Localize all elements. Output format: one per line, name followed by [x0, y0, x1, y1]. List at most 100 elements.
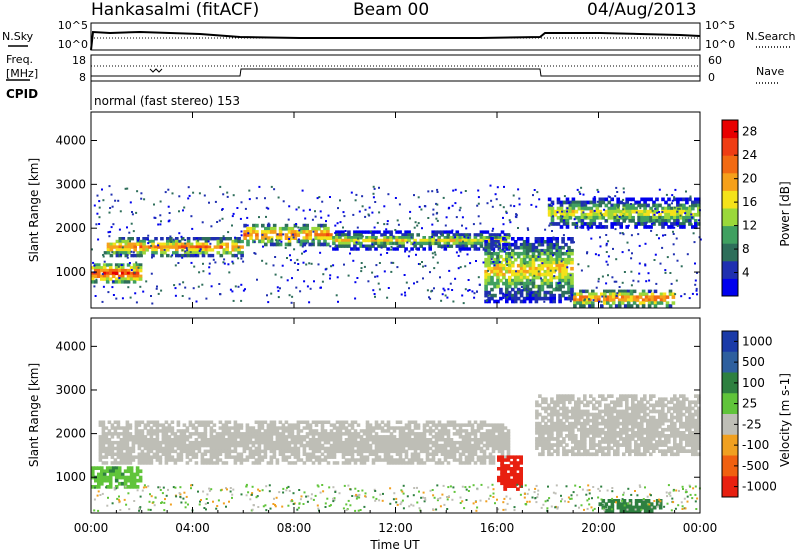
- power-cell: [329, 196, 331, 198]
- velocity-cell: [224, 443, 229, 448]
- power-cell: [571, 294, 574, 297]
- velocity-cell: [670, 415, 674, 420]
- power-cell: [201, 251, 206, 255]
- power-cell: [496, 272, 500, 277]
- power-cell: [473, 238, 478, 243]
- velocity-cell: [236, 452, 241, 456]
- velocity-cell: [344, 420, 349, 424]
- power-cell: [655, 198, 658, 201]
- velocity-cell: [625, 437, 629, 441]
- power-cell: [208, 201, 210, 204]
- power-cell: [151, 239, 155, 244]
- velocity-cell: [568, 409, 572, 414]
- velocity-cell: [631, 431, 635, 435]
- power-cell: [124, 248, 129, 252]
- power-cell: [622, 215, 626, 220]
- velocity-cell: [464, 455, 469, 459]
- velocity-cell: [470, 423, 475, 427]
- power-cell: [302, 239, 307, 244]
- velocity-cell: [167, 435, 172, 439]
- velocity-cell: [98, 435, 103, 439]
- velocity-cell: [565, 452, 569, 457]
- velocity-cell: [125, 432, 130, 436]
- velocity-cell: [224, 423, 229, 427]
- power-cell: [484, 269, 488, 274]
- power-cell: [389, 238, 393, 243]
- power-cell: [443, 230, 448, 234]
- velocity-cell: [266, 443, 271, 448]
- power-cell: [213, 237, 218, 241]
- power-cell: [597, 280, 600, 283]
- velocity-cell: [583, 427, 587, 432]
- velocity-cell: [263, 455, 268, 459]
- power-cell: [195, 245, 200, 249]
- power-cell: [430, 290, 433, 293]
- power-cell: [302, 236, 307, 240]
- power-cell: [513, 278, 518, 283]
- velocity-cell: [598, 427, 602, 432]
- power-cell: [508, 296, 512, 301]
- velocity-cell: [134, 435, 139, 439]
- velocity-cell: [287, 449, 292, 454]
- velocity-cell: [550, 437, 554, 441]
- velocity-cell: [413, 420, 418, 424]
- power-cell: [653, 301, 658, 305]
- velocity-cell: [257, 458, 262, 462]
- velocity-cell: [592, 418, 596, 423]
- power-cell: [497, 236, 502, 240]
- power-cell: [513, 242, 518, 247]
- power-cell: [525, 296, 530, 301]
- power-cell: [610, 222, 614, 226]
- velocity-cell: [380, 435, 385, 439]
- velocity-cell: [488, 435, 493, 439]
- power-cell: [515, 270, 517, 273]
- velocity-cell: [610, 424, 614, 429]
- velocity-cell: [293, 426, 298, 430]
- power-cell: [628, 215, 632, 220]
- velocity-cell: [497, 449, 502, 454]
- power-cell: [458, 233, 463, 237]
- power-cell: [242, 260, 245, 263]
- power-cell: [422, 265, 424, 268]
- velocity-cell: [646, 424, 650, 429]
- velocity-cell: [260, 455, 265, 459]
- velocity-cell: [473, 452, 478, 456]
- power-cell: [487, 296, 491, 301]
- velocity-cell: [227, 455, 232, 459]
- power-cell: [138, 263, 143, 267]
- power-cell: [626, 295, 631, 299]
- power-cell: [172, 251, 176, 255]
- velocity-cell: [512, 458, 517, 462]
- velocity-cell: [161, 429, 166, 433]
- power-cell: [493, 260, 497, 265]
- power-cell: [240, 251, 244, 255]
- velocity-cell: [114, 472, 119, 477]
- velocity-cell: [158, 458, 163, 462]
- power-cell: [249, 236, 253, 240]
- velocity-cell: [661, 406, 665, 411]
- power-cell: [531, 266, 536, 271]
- velocity-cell: [122, 438, 127, 442]
- velocity-cell: [338, 440, 343, 445]
- velocity-cell: [263, 452, 268, 456]
- velocity-cell: [428, 452, 433, 456]
- velocity-cell: [541, 415, 545, 420]
- power-cell: [519, 237, 524, 241]
- power-cell: [431, 241, 435, 246]
- velocity-cell: [105, 466, 110, 470]
- power-cell: [477, 215, 480, 218]
- power-cell: [314, 236, 318, 240]
- power-cell: [432, 233, 435, 236]
- power-cell: [243, 236, 247, 240]
- power-cell: [576, 292, 580, 296]
- velocity-cell: [416, 455, 421, 459]
- power-cell: [316, 197, 319, 200]
- power-cell: [616, 200, 620, 205]
- velocity-cell: [440, 461, 445, 465]
- velocity-cell: [655, 409, 659, 414]
- power-cell: [592, 203, 597, 208]
- velocity-cell: [506, 472, 511, 477]
- power-cell: [433, 267, 436, 270]
- velocity-cell: [449, 452, 454, 456]
- power-cell: [138, 274, 143, 278]
